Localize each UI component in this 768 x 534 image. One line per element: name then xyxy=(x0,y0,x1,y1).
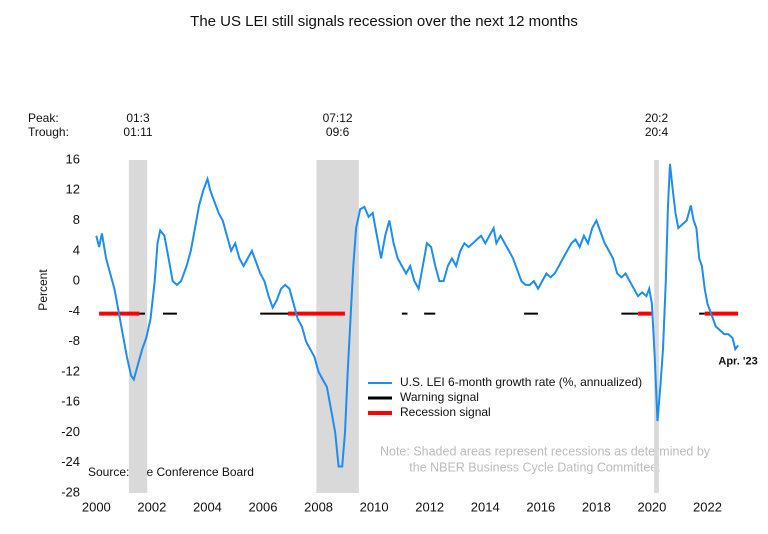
y-tick-label: 12 xyxy=(66,182,80,197)
legend-label: Recession signal xyxy=(400,405,491,419)
source: Source: The Conference Board xyxy=(88,465,254,479)
x-tick-label: 2022 xyxy=(693,499,722,514)
x-tick-label: 2008 xyxy=(304,499,333,514)
peak-date: 01:3 xyxy=(126,111,150,125)
x-tick-label: 2010 xyxy=(360,499,389,514)
x-tick-label: 2016 xyxy=(526,499,555,514)
trough-date: 01:11 xyxy=(123,125,152,139)
legend-label: Warning signal xyxy=(400,390,479,404)
y-axis-label: Percent xyxy=(36,269,50,311)
note: the NBER Business Cycle Dating Committee… xyxy=(409,460,660,474)
y-tick-label: -20 xyxy=(61,424,80,439)
trough-date: 20:4 xyxy=(645,125,669,139)
x-tick-label: 2014 xyxy=(471,499,500,514)
x-tick-label: 2002 xyxy=(137,499,166,514)
y-tick-label: -24 xyxy=(61,454,80,469)
x-tick-label: 2006 xyxy=(249,499,278,514)
y-tick-label: -8 xyxy=(68,333,80,348)
y-tick-label: -16 xyxy=(61,394,80,409)
x-tick-label: 2020 xyxy=(637,499,666,514)
y-tick-label: -4 xyxy=(68,303,80,318)
x-tick-label: 2000 xyxy=(82,499,111,514)
y-tick-label: 0 xyxy=(73,273,80,288)
recession-band xyxy=(316,160,359,493)
y-tick-label: 8 xyxy=(73,212,80,227)
x-tick-label: 2004 xyxy=(193,499,222,514)
chart-title: The US LEI still signals recession over … xyxy=(190,13,578,30)
note: Note: Shaded areas represent recessions … xyxy=(380,444,711,458)
trough-label: Trough: xyxy=(28,125,69,139)
trough-date: 09:6 xyxy=(326,125,350,139)
y-tick-label: -12 xyxy=(61,363,80,378)
y-tick-label: 16 xyxy=(66,151,80,166)
last-point-label: Apr. '23 xyxy=(718,355,757,367)
peak-label: Peak: xyxy=(28,111,59,125)
x-tick-label: 2012 xyxy=(415,499,444,514)
legend-label: U.S. LEI 6-month growth rate (%, annuali… xyxy=(400,375,642,389)
recession-band xyxy=(654,160,659,493)
y-tick-label: -28 xyxy=(61,484,80,499)
x-tick-label: 2018 xyxy=(582,499,611,514)
peak-date: 20:2 xyxy=(645,111,669,125)
peak-date: 07:12 xyxy=(323,111,353,125)
y-tick-label: 4 xyxy=(73,242,80,257)
data-line xyxy=(95,163,739,468)
recession-band xyxy=(128,160,148,493)
